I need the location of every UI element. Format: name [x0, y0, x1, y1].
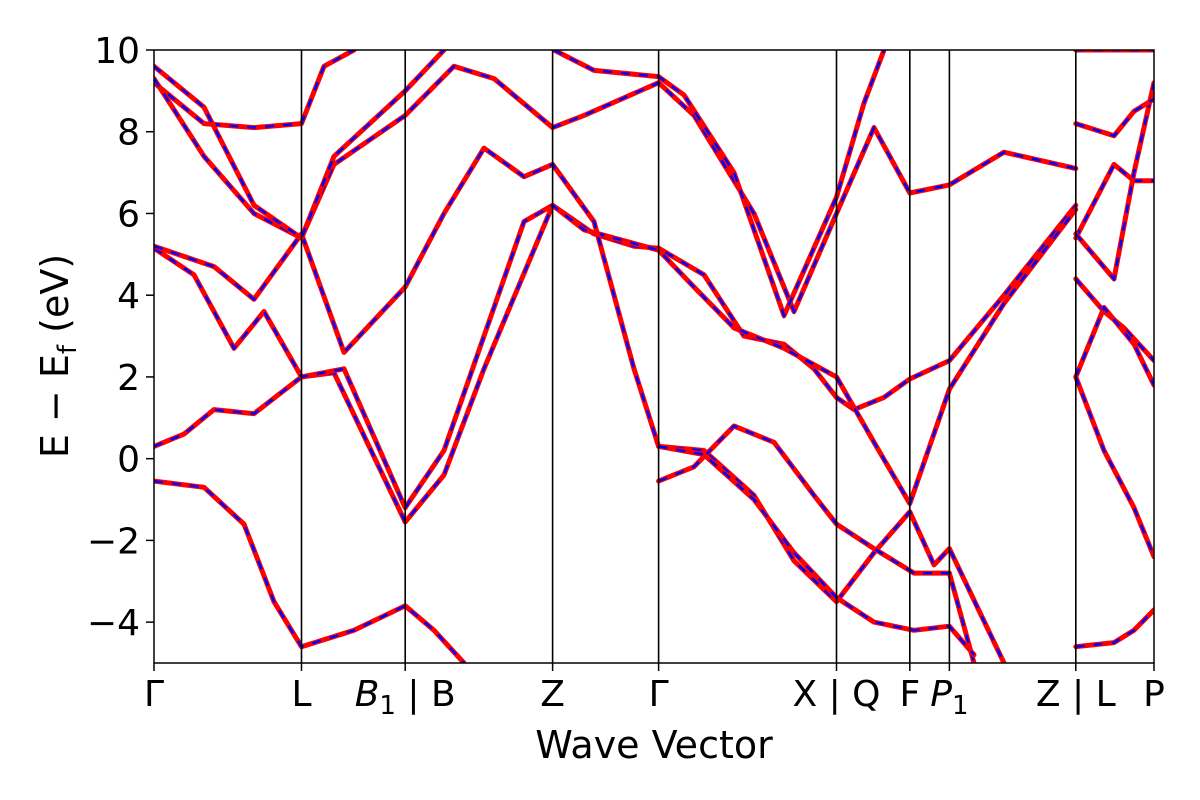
band-9-blue-dashed — [658, 424, 976, 663]
x-axis-label: Wave Vector — [535, 723, 773, 767]
x-tick-label: X | Q — [792, 674, 880, 715]
x-axis-ticks: Γ L B1 | B Z Γ X | Q F P1 Z | L P — [144, 663, 1165, 721]
plot-frame — [153, 49, 1155, 664]
band-4-blue-dashed — [154, 146, 1006, 663]
y-axis-label-subscript: f — [53, 344, 83, 354]
x-tick-label: B1 | B — [355, 674, 456, 721]
x-tick-label: Z | L — [1036, 674, 1116, 715]
band-3-blue-dashed — [154, 203, 1077, 511]
band-12-blue-dashed — [1074, 305, 1154, 386]
y-tick-label: 4 — [117, 276, 140, 317]
y-tick-label: 6 — [117, 194, 140, 235]
band-14-blue-dashed — [1074, 162, 1154, 239]
band-5-red — [154, 50, 357, 131]
plot-background — [154, 50, 1154, 663]
x-tick-label: F — [899, 674, 920, 715]
y-tick-label: 2 — [117, 358, 140, 399]
x-tick-label: P1 — [930, 674, 968, 721]
y-axis-label: E − Ef (eV) — [33, 254, 83, 458]
y-tick-label: 8 — [117, 113, 140, 154]
y-tick-label: −4 — [87, 603, 140, 644]
y-axis-label-unit: (eV) — [33, 254, 77, 333]
band-16-blue-dashed — [1075, 97, 1154, 138]
x-tick-label: Γ — [144, 674, 164, 715]
y-tick-label: 10 — [94, 31, 140, 72]
band-15-blue-dashed — [1074, 82, 1154, 282]
band-8-blue-dashed — [553, 50, 886, 319]
x-tick-label: Γ — [649, 674, 669, 715]
y-axis-label-unit-spacer — [33, 333, 77, 345]
band-2-blue-dashed — [154, 203, 1077, 525]
kpoint-divider-lines — [300, 50, 1077, 663]
x-tick-label: L — [291, 674, 311, 715]
y-axis-label-main: E − E — [33, 354, 77, 458]
x-tick-label: P — [1143, 674, 1165, 715]
band-13-blue-dashed — [1074, 376, 1154, 558]
y-tick-label: −2 — [87, 521, 140, 562]
y-axis-ticks: 10 8 6 4 2 0 −2 −4 — [87, 31, 154, 644]
band-17-blue-dashed — [1075, 609, 1154, 648]
y-tick-label: 0 — [117, 440, 140, 481]
x-tick-label: Z — [540, 674, 565, 715]
